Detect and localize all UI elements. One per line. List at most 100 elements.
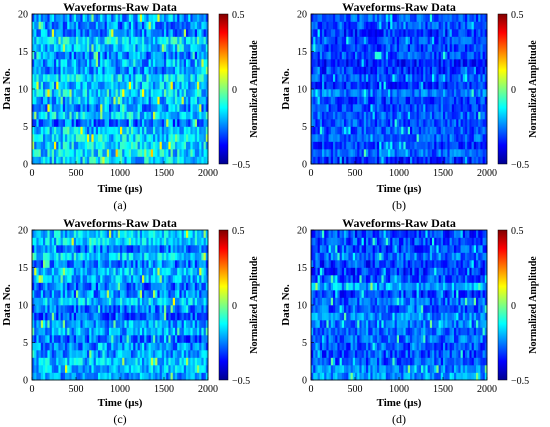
heatmap-cell xyxy=(164,89,167,97)
heatmap-cell xyxy=(109,21,112,30)
heatmap-cell xyxy=(348,14,351,22)
heatmap-cell xyxy=(148,230,152,238)
heatmap-cell xyxy=(76,365,79,373)
heatmap-cell xyxy=(65,36,68,45)
heatmap-cell xyxy=(164,81,167,90)
heatmap-cell xyxy=(199,320,202,328)
heatmap-cell xyxy=(84,372,88,381)
heatmap-cell xyxy=(146,111,149,120)
heatmap-cell xyxy=(168,327,171,336)
heatmap-cell xyxy=(56,260,59,268)
heatmap-cell xyxy=(120,126,123,135)
heatmap-cell xyxy=(45,141,48,150)
heatmap-cell xyxy=(403,59,406,67)
heatmap-cell xyxy=(363,51,367,60)
heatmap-cell xyxy=(203,119,207,127)
heatmap-cell xyxy=(438,66,442,75)
heatmap-cell xyxy=(62,282,66,291)
heatmap-cell xyxy=(139,44,143,52)
heatmap-cell xyxy=(144,357,147,366)
heatmap-cell xyxy=(480,119,483,127)
heatmap-cell xyxy=(113,267,116,276)
heatmap-cell xyxy=(449,29,453,37)
heatmap-cell xyxy=(166,36,169,45)
heatmap-cell xyxy=(201,21,204,30)
heatmap-cell xyxy=(38,245,42,253)
heatmap-cell xyxy=(62,350,66,358)
heatmap-cell xyxy=(201,267,204,276)
heatmap-cell xyxy=(357,104,360,112)
heatmap-cell xyxy=(157,342,160,351)
heatmap-cell xyxy=(432,44,435,52)
heatmap-cell xyxy=(51,305,55,313)
y-tick-label: 10 xyxy=(18,301,28,312)
heatmap-cell xyxy=(344,21,347,30)
heatmap-cell xyxy=(333,66,336,75)
heatmap-cell xyxy=(80,372,83,381)
heatmap-cell xyxy=(126,126,130,135)
heatmap-cell xyxy=(104,357,108,366)
heatmap-cell xyxy=(84,335,88,343)
heatmap-cell xyxy=(117,305,121,313)
heatmap-cell xyxy=(80,134,83,142)
heatmap-cell xyxy=(54,237,57,246)
heatmap-cell xyxy=(38,141,42,150)
heatmap-cell xyxy=(186,357,189,366)
heatmap-cell xyxy=(43,74,46,82)
heatmap-cell xyxy=(190,14,193,22)
heatmap-cell xyxy=(89,149,92,157)
heatmap-cell xyxy=(377,36,380,45)
heatmap-cell xyxy=(416,36,420,45)
heatmap-cell xyxy=(192,350,196,358)
heatmap-cell xyxy=(87,21,90,30)
heatmap-cell xyxy=(91,275,94,283)
heatmap-cell xyxy=(51,237,55,246)
heatmap-cell xyxy=(133,275,136,283)
heatmap-cell xyxy=(76,327,79,336)
heatmap-cell xyxy=(337,111,340,120)
heatmap-cell xyxy=(148,350,152,358)
heatmap-cell xyxy=(385,119,389,127)
heatmap-cell xyxy=(106,335,110,343)
heatmap-cell xyxy=(161,141,165,150)
heatmap-cell xyxy=(341,111,345,120)
heatmap-cell xyxy=(84,275,88,283)
heatmap-cell xyxy=(150,357,154,366)
heatmap-cell xyxy=(344,51,347,60)
heatmap-cell xyxy=(115,44,119,52)
heatmap-cell xyxy=(392,29,395,37)
heatmap-cell xyxy=(54,81,57,90)
heatmap-cell xyxy=(54,29,57,37)
heatmap-cell xyxy=(482,156,486,165)
heatmap-cell xyxy=(65,59,68,67)
heatmap-cell xyxy=(469,36,472,45)
heatmap-cell xyxy=(469,81,472,90)
heatmap-cell xyxy=(161,260,165,268)
heatmap-cell xyxy=(137,141,141,150)
heatmap-cell xyxy=(45,126,48,135)
heatmap-cell xyxy=(76,245,79,253)
heatmap-cell xyxy=(82,275,86,283)
heatmap-cell xyxy=(69,252,72,261)
heatmap-cell xyxy=(115,149,119,157)
heatmap-cell xyxy=(126,156,130,165)
heatmap-cell xyxy=(124,104,127,112)
heatmap-cell xyxy=(170,342,174,351)
heatmap-cell xyxy=(333,89,336,97)
heatmap-cell xyxy=(56,252,59,261)
heatmap-cell xyxy=(445,81,448,90)
heatmap-cell xyxy=(113,230,116,238)
heatmap-cell xyxy=(58,327,61,336)
heatmap-cell xyxy=(341,89,345,97)
heatmap-cell xyxy=(467,149,470,157)
heatmap-cell xyxy=(60,126,64,135)
heatmap-cell xyxy=(425,104,428,112)
heatmap-cell xyxy=(40,237,44,246)
heatmap-cell xyxy=(40,51,44,60)
heatmap-cell xyxy=(56,104,59,112)
heatmap-cell xyxy=(333,59,336,67)
heatmap-cell xyxy=(405,156,409,165)
heatmap-cell xyxy=(205,357,209,366)
heatmap-cell xyxy=(179,237,182,246)
heatmap-cell xyxy=(71,335,75,343)
